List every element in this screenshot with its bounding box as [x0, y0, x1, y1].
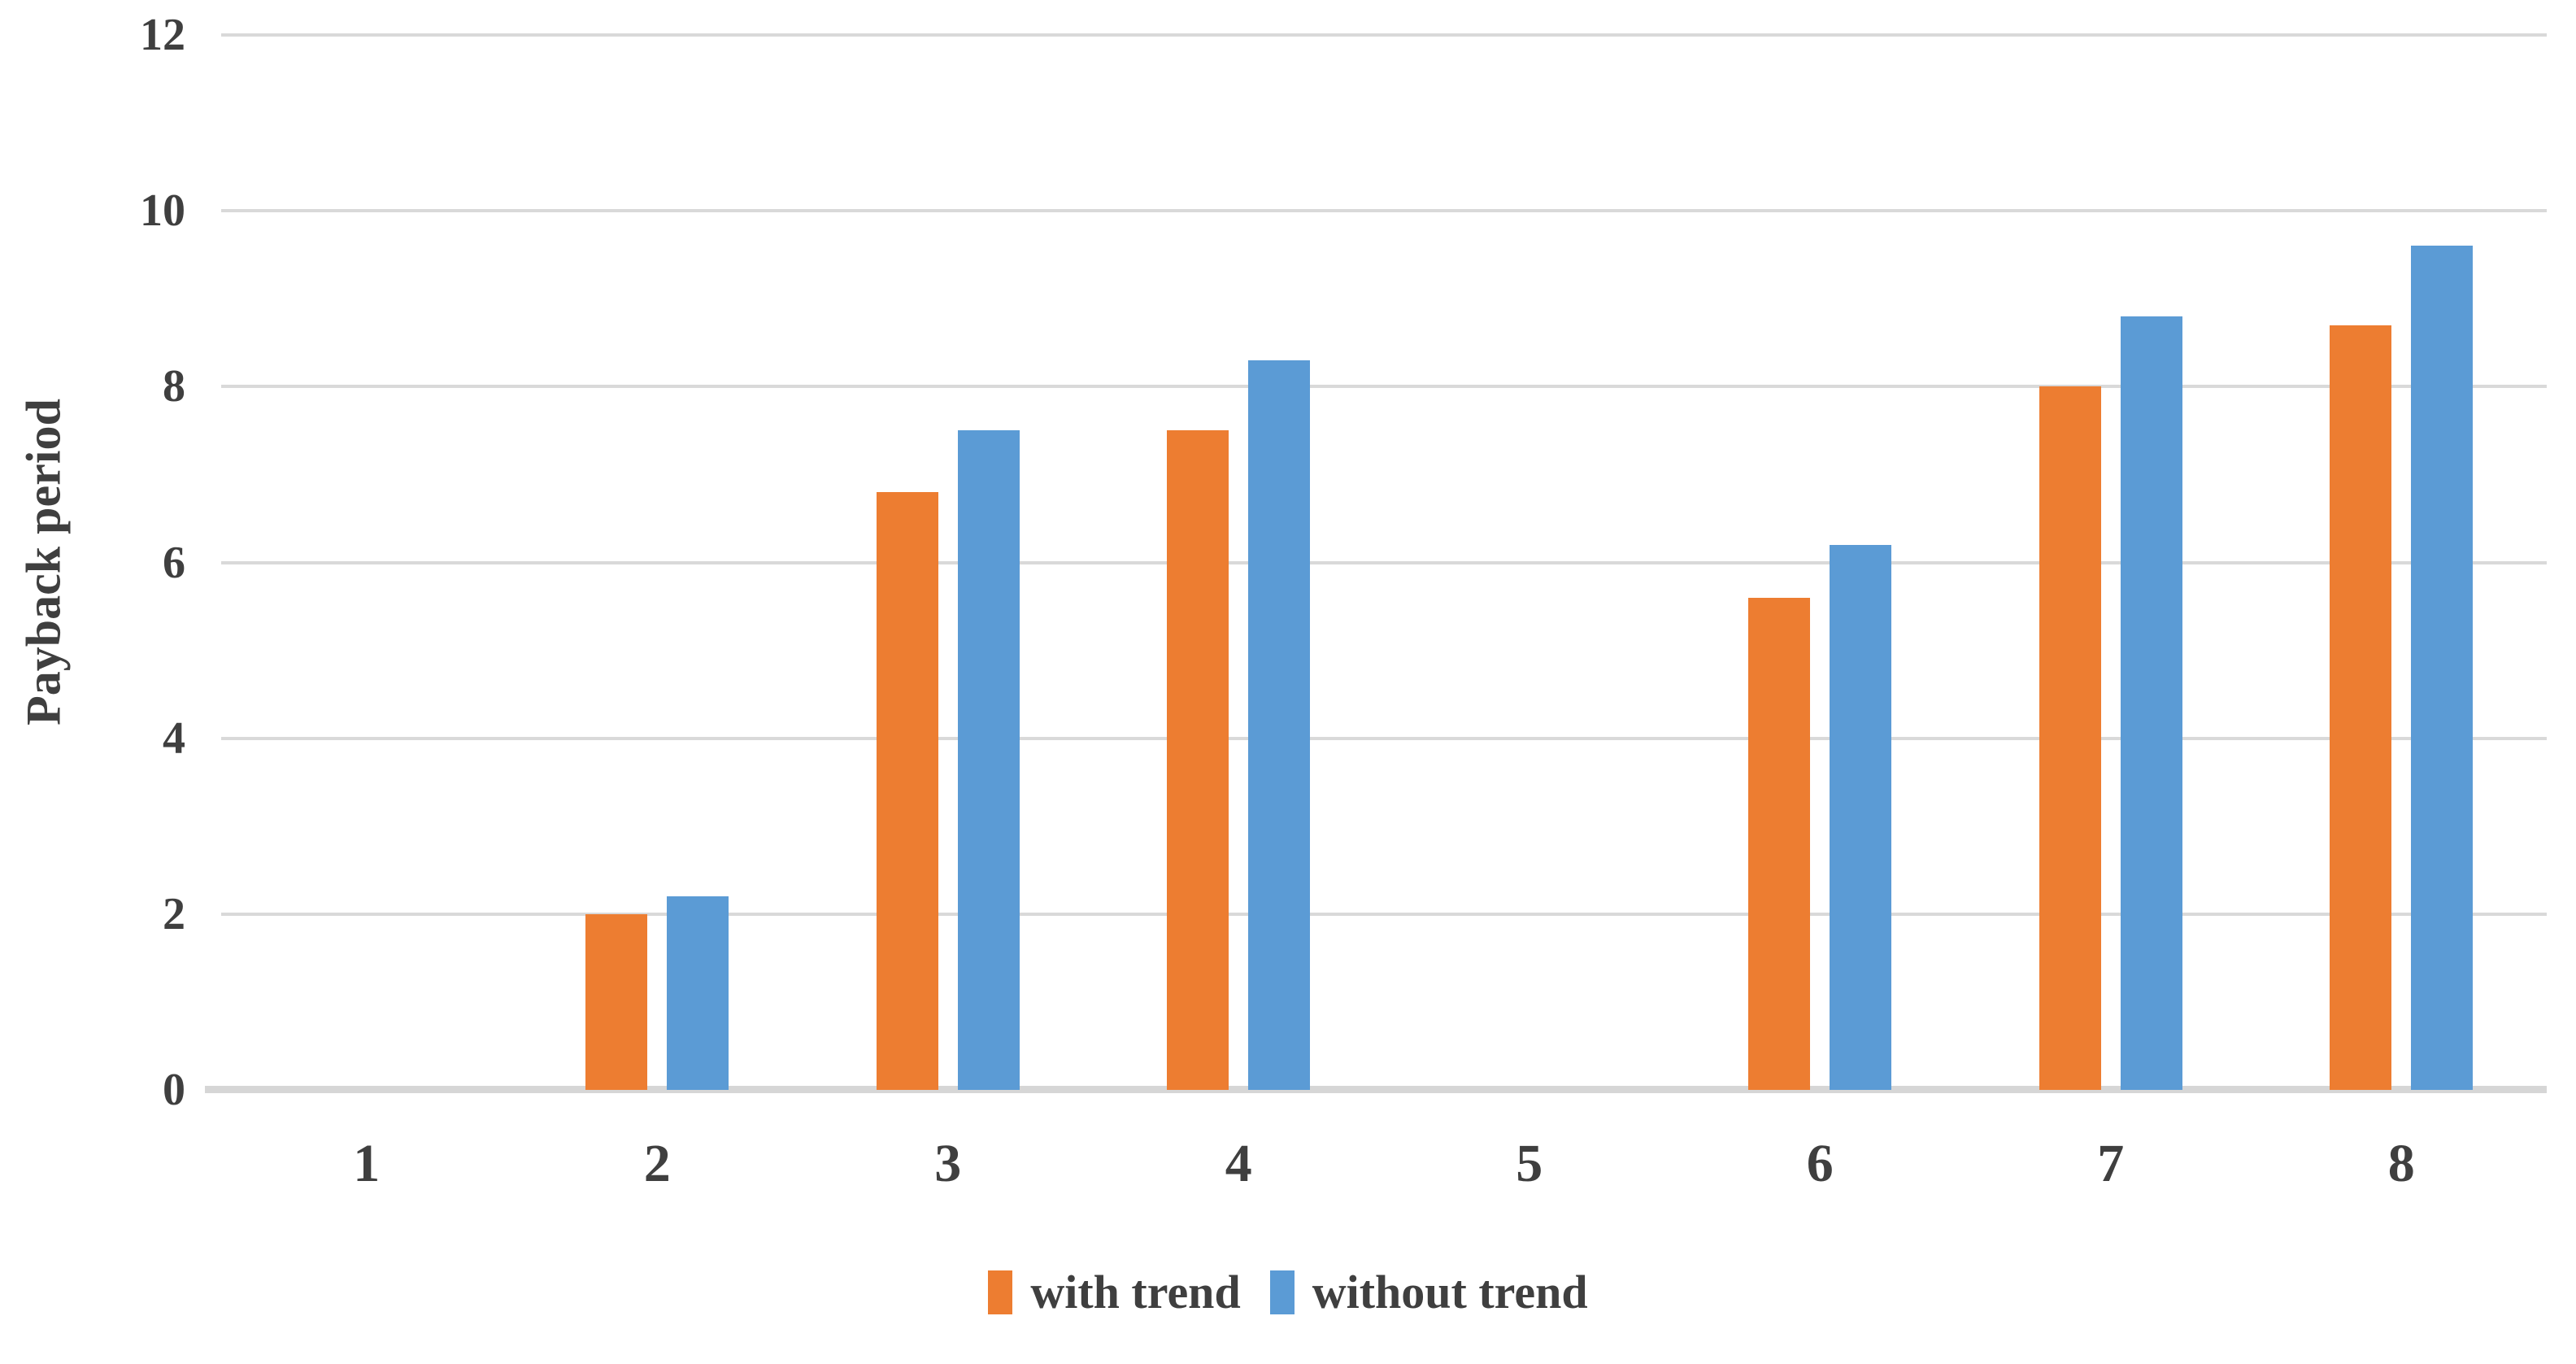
- bar-without-trend-cat-2: [667, 896, 729, 1090]
- bar-with-trend-cat-2: [585, 913, 648, 1090]
- gridline-6: [221, 560, 2547, 564]
- bar-without-trend-cat-4: [1248, 360, 1311, 1090]
- bar-group-8: [2256, 35, 2548, 1090]
- y-tick-label-4: 4: [163, 713, 185, 764]
- bar-without-trend-cat-7: [2120, 316, 2182, 1090]
- y-tick-label-8: 8: [163, 361, 185, 412]
- legend-swatch-with-trend: [988, 1270, 1013, 1314]
- legend-item-with-trend: with trend: [988, 1266, 1241, 1318]
- x-tick-label-8: 8: [2387, 1134, 2415, 1193]
- legend-label-without-trend: without trend: [1312, 1266, 1588, 1318]
- y-tick-label-0: 0: [163, 1065, 185, 1115]
- x-tick-label-5: 5: [1516, 1134, 1543, 1193]
- bar-group-5: [1384, 35, 1675, 1090]
- x-axis-labels: 1 2 3 4 5 6 7 8: [221, 1137, 2547, 1191]
- bar-with-trend-cat-7: [2039, 386, 2101, 1090]
- bar-with-trend-cat-8: [2330, 325, 2392, 1090]
- legend: with trend without trend: [0, 1269, 2576, 1316]
- legend-label-with-trend: with trend: [1030, 1266, 1241, 1318]
- bar-group-1: [221, 35, 512, 1090]
- bar-group-2: [512, 35, 803, 1090]
- x-tick-label-1: 1: [353, 1134, 381, 1193]
- x-tick-label-7: 7: [2097, 1134, 2125, 1193]
- gridline-4: [221, 736, 2547, 740]
- legend-item-without-trend: without trend: [1269, 1266, 1588, 1318]
- bar-with-trend-cat-3: [876, 492, 938, 1090]
- plot-area: [205, 33, 2547, 1093]
- bar-with-trend-cat-6: [1748, 597, 1811, 1090]
- y-tick-label-6: 6: [163, 537, 185, 588]
- y-tick-label-2: 2: [163, 888, 185, 939]
- x-tick-label-6: 6: [1806, 1134, 1834, 1193]
- x-tick-label-2: 2: [643, 1134, 671, 1193]
- bar-group-6: [1675, 35, 1966, 1090]
- bar-without-trend-cat-8: [2411, 246, 2474, 1090]
- bar-group-4: [1094, 35, 1385, 1090]
- x-tick-label-4: 4: [1225, 1134, 1252, 1193]
- y-tick-label-12: 12: [140, 10, 185, 60]
- bar-group-7: [1965, 35, 2256, 1090]
- gridline-12: [221, 33, 2547, 37]
- x-tick-label-3: 3: [934, 1134, 962, 1193]
- legend-swatch-without-trend: [1269, 1270, 1295, 1314]
- gridline-2: [221, 912, 2547, 916]
- gridline-10: [221, 209, 2547, 213]
- bar-without-trend-cat-6: [1830, 544, 1892, 1090]
- bar-group-3: [803, 35, 1094, 1090]
- bars-layer: [221, 35, 2547, 1090]
- bar-with-trend-cat-4: [1167, 430, 1229, 1090]
- x-axis-line: [205, 1086, 2547, 1093]
- y-tick-label-10: 10: [140, 185, 185, 237]
- bar-without-trend-cat-3: [957, 430, 1020, 1090]
- gridline-8: [221, 385, 2547, 389]
